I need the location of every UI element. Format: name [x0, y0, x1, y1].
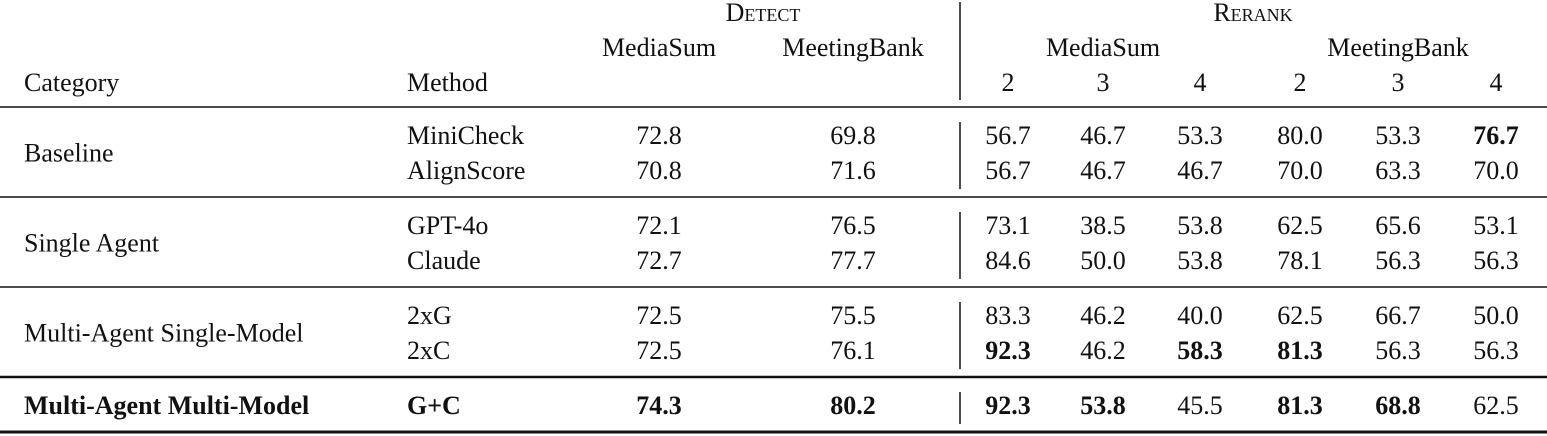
cell: 62.5 [1473, 391, 1519, 420]
column-header: Category [24, 68, 119, 97]
cell: 53.3 [1177, 121, 1223, 150]
cell: 69.8 [830, 121, 876, 150]
cell: 62.5 [1277, 301, 1323, 330]
column-header: 3 [1097, 68, 1110, 97]
cell: 46.7 [1080, 121, 1126, 150]
cell: 53.8 [1177, 211, 1223, 240]
category: Single Agent [24, 228, 160, 257]
cell: 50.0 [1080, 246, 1126, 275]
cell: 92.3 [985, 391, 1031, 420]
subgroup-header: MeetingBank [1327, 33, 1469, 62]
cell: 92.3 [985, 336, 1031, 365]
subgroup-header: MediaSum [602, 33, 716, 62]
cell: 53.1 [1473, 211, 1519, 240]
cell: 38.5 [1080, 211, 1126, 240]
category: Multi-Agent Multi-Model [24, 391, 309, 420]
method: Claude [407, 246, 481, 275]
cell: 81.3 [1277, 391, 1323, 420]
column-header: 4 [1194, 68, 1207, 97]
cell: 72.5 [636, 336, 682, 365]
cell: 46.7 [1177, 156, 1223, 185]
cell: 70.8 [636, 156, 682, 185]
cell: 46.2 [1080, 336, 1126, 365]
cell: 80.0 [1277, 121, 1323, 150]
cell: 72.5 [636, 301, 682, 330]
cell: 80.2 [830, 391, 876, 420]
cell: 72.1 [636, 211, 682, 240]
cell: 62.5 [1277, 211, 1323, 240]
cell: 83.3 [985, 301, 1031, 330]
cell: 53.8 [1080, 391, 1126, 420]
cell: 40.0 [1177, 301, 1223, 330]
cell: 56.3 [1375, 246, 1421, 275]
cell: 53.8 [1177, 246, 1223, 275]
cell: 50.0 [1473, 301, 1519, 330]
cell: 65.6 [1375, 211, 1421, 240]
cell: 73.1 [985, 211, 1031, 240]
cell: 56.3 [1375, 336, 1421, 365]
column-header: 3 [1392, 68, 1405, 97]
cell: 46.7 [1080, 156, 1126, 185]
cell: 78.1 [1277, 246, 1323, 275]
cell: 72.8 [636, 121, 682, 150]
method: G+C [407, 391, 461, 420]
category: Multi-Agent Single-Model [24, 318, 303, 347]
column-header: 4 [1490, 68, 1503, 97]
cell: 53.3 [1375, 121, 1421, 150]
cell: 56.3 [1473, 336, 1519, 365]
cell: 74.3 [636, 391, 682, 420]
method: GPT-4o [407, 211, 488, 240]
group-header: Rerank [1213, 0, 1292, 27]
cell: 56.3 [1473, 246, 1519, 275]
cell: 68.8 [1375, 391, 1421, 420]
subgroup-header: MediaSum [1046, 33, 1160, 62]
cell: 76.5 [830, 211, 876, 240]
cell: 71.6 [830, 156, 876, 185]
cell: 66.7 [1375, 301, 1421, 330]
cell: 45.5 [1177, 391, 1223, 420]
cell: 76.1 [830, 336, 876, 365]
cell: 77.7 [830, 246, 876, 275]
cell: 76.7 [1473, 121, 1519, 150]
method: MiniCheck [407, 121, 524, 150]
column-header: 2 [1294, 68, 1307, 97]
cell: 70.0 [1473, 156, 1519, 185]
cell: 81.3 [1277, 336, 1323, 365]
cell: 63.3 [1375, 156, 1421, 185]
cell: 84.6 [985, 246, 1031, 275]
category: Baseline [24, 138, 114, 167]
cell: 58.3 [1177, 336, 1223, 365]
column-header: Method [407, 68, 488, 97]
cell: 75.5 [830, 301, 876, 330]
method: AlignScore [407, 156, 525, 185]
cell: 56.7 [985, 121, 1031, 150]
cell: 56.7 [985, 156, 1031, 185]
method: 2xG [407, 301, 452, 330]
cell: 72.7 [636, 246, 682, 275]
group-header: Detect [726, 0, 801, 27]
column-header: 2 [1002, 68, 1015, 97]
cell: 70.0 [1277, 156, 1323, 185]
method: 2xC [407, 336, 450, 365]
subgroup-header: MeetingBank [782, 33, 924, 62]
cell: 46.2 [1080, 301, 1126, 330]
